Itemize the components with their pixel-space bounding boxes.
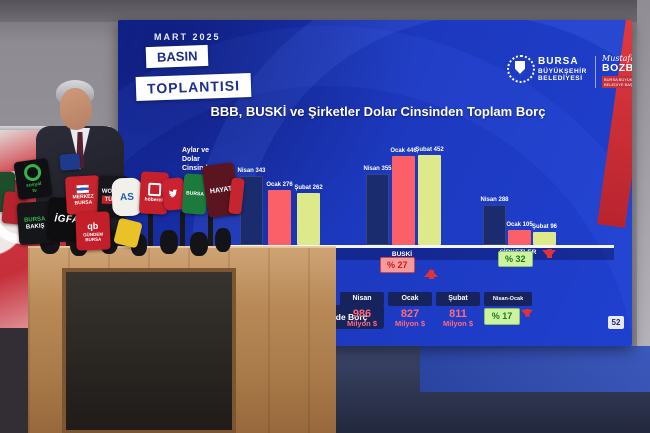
mic-flag-gundem-bursa: qb GÜNDEM BURSA: [75, 211, 111, 251]
bar-sirketler-subat: Şubat 96: [532, 224, 557, 245]
change-badge-sirketler: % 32: [498, 251, 533, 267]
floor-blue-reflection: [420, 346, 650, 392]
mic-flag-sosyal-tv: sosyal tv: [13, 157, 53, 201]
podium-inset-panel: [62, 268, 236, 433]
slide-page-number: 52: [608, 316, 624, 329]
chart-baseline: [222, 245, 614, 248]
bursa-municipality-crest-icon: [506, 54, 535, 84]
bar-bbb-nisan: Nisan 343: [237, 168, 266, 245]
mic-flag-as: AS: [111, 177, 143, 217]
slide-title: BBB, BUSKİ ve Şirketler Dolar Cinsinden …: [210, 104, 546, 119]
bar-sirketler-ocak: Ocak 105: [506, 222, 533, 245]
trend-up-arrow-icon: [424, 252, 438, 279]
col-header-subat: Şubat: [436, 292, 480, 306]
sosyal-tv-ring-icon: [22, 162, 42, 183]
axis-note: Aylar ve Dolar Cinsinden: [182, 147, 216, 173]
mic-flag-twitter: [161, 176, 187, 212]
microphone: [190, 232, 208, 256]
speaker-head: [60, 88, 92, 130]
twitter-bird-icon: [168, 188, 177, 198]
bar-bbb-ocak: Ocak 276: [266, 182, 293, 245]
mic-stand: [180, 212, 185, 252]
basin-badge: BASIN: [145, 44, 209, 69]
merkez-flag-icon: [76, 184, 89, 193]
microphone: [160, 230, 178, 254]
mic-flag-merkez-bursa: MERKEZ BURSA: [65, 175, 101, 215]
mayor-logo: Mustafa BOZBEY BURSA BÜYÜKŞEHİR BELEDİYE…: [602, 54, 632, 89]
value-subat: 811 Milyon $: [442, 308, 473, 329]
col-header-nisan-ocak: Nisan-Ocak: [484, 292, 532, 306]
col-header-nisan: Nisan: [340, 292, 384, 306]
mic-stand: [208, 210, 213, 252]
group-label-buski: BUSKİ: [391, 251, 413, 258]
logo-divider: [595, 56, 596, 88]
change-badge-consolidated: % 17: [484, 308, 520, 325]
trend-down-arrow-icon: [521, 309, 533, 332]
col-header-ocak: Ocak: [388, 292, 432, 306]
value-nisan: 986 Milyon $: [346, 308, 377, 329]
bar-sirketler-nisan: Nisan 288: [480, 197, 509, 245]
municipality-logo-text: BURSA BÜYÜKŞEHİR BELEDİYESİ: [538, 56, 587, 82]
mic-stand: [148, 208, 153, 254]
slide-date: MART 2025: [154, 32, 221, 42]
left-shadow: [0, 318, 30, 433]
ceiling-shadow: [0, 0, 650, 22]
hoberci-square-icon: [147, 182, 162, 197]
bar-bbb-subat: Şubat 262: [294, 185, 323, 245]
value-ocak: 827 Milyon $: [394, 308, 425, 329]
change-badge-buski: % 27: [380, 257, 415, 273]
trend-down-arrow-icon: [542, 249, 556, 276]
right-wall: [637, 0, 650, 346]
bar-buski-ocak: Ocak 446: [390, 148, 417, 245]
speaker-tie: [76, 132, 84, 168]
mic-flag-navy: [59, 153, 81, 171]
microphone: [215, 228, 231, 252]
bar-buski-subat: Şubat 452: [415, 147, 444, 245]
toplantisi-badge: TOPLANTISI: [135, 73, 252, 101]
bar-buski-nisan: Nisan 355: [363, 166, 392, 245]
